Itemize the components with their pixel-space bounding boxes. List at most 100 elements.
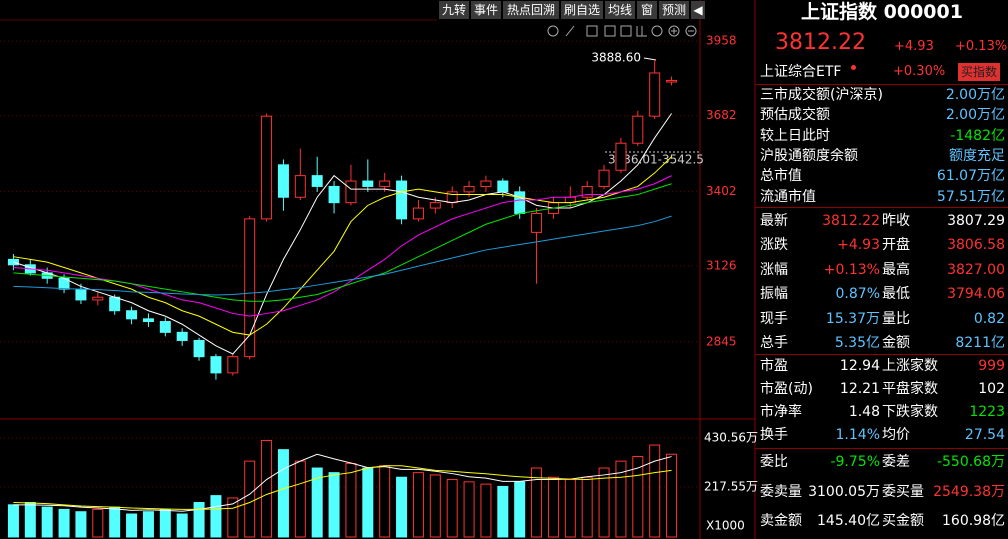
stat-label: 量比 bbox=[882, 310, 910, 327]
stat-value: 0.87% bbox=[835, 286, 880, 303]
stat-label: 平盘家数 bbox=[882, 381, 938, 397]
info-label: 沪股通额度余额 bbox=[760, 147, 858, 164]
info-label: 预估成交额 bbox=[760, 107, 830, 124]
info-label: 三市成交额(沪深京) bbox=[760, 87, 883, 103]
y-tick-label: 3958 bbox=[706, 34, 737, 48]
etf-change: +0.30% bbox=[893, 64, 946, 79]
volume-bar bbox=[446, 479, 458, 538]
stat-value: 145.40亿 bbox=[817, 513, 880, 529]
candle-body bbox=[649, 72, 661, 117]
volume-bar bbox=[193, 502, 205, 538]
toolbar-tab[interactable]: 事件 bbox=[471, 1, 501, 19]
stat-value: 3794.06 bbox=[947, 286, 1005, 303]
volume-bar bbox=[261, 439, 273, 538]
candle-body bbox=[362, 180, 374, 187]
candle-body bbox=[142, 318, 154, 323]
moving-average bbox=[13, 215, 672, 296]
price-change-pct: +0.13% bbox=[955, 39, 1008, 54]
volume-bar bbox=[176, 513, 188, 538]
info-label: 总市值 bbox=[760, 168, 802, 185]
candle-body bbox=[193, 339, 205, 358]
stat-value: 1.48 bbox=[848, 404, 880, 420]
moving-average bbox=[13, 183, 672, 302]
volume-bar bbox=[581, 476, 593, 538]
stat-label: 市盈(动) bbox=[760, 381, 813, 397]
candle-body bbox=[294, 175, 306, 198]
candle-body bbox=[227, 356, 239, 374]
volume-bar bbox=[598, 467, 610, 538]
stat-label: 现手 bbox=[760, 310, 788, 327]
stat-label: 最高 bbox=[882, 261, 910, 278]
stat-value: 3806.58 bbox=[947, 237, 1005, 254]
volume-bar bbox=[531, 467, 543, 538]
stat-value: 3807.29 bbox=[947, 213, 1005, 229]
volume-bar bbox=[126, 513, 138, 538]
volume-bar bbox=[75, 511, 87, 538]
toolbar-tab[interactable]: 刷自选 bbox=[561, 1, 603, 19]
y-tick-label: 3682 bbox=[706, 108, 737, 122]
stat-value: 102 bbox=[978, 381, 1005, 397]
last-price: 3812.22 bbox=[775, 30, 866, 55]
toolbar-tab[interactable]: 均线 bbox=[605, 1, 635, 19]
volume-bar bbox=[294, 460, 306, 538]
info-value: 2.00万亿 bbox=[945, 107, 1005, 124]
y-tick-label: 3402 bbox=[706, 184, 737, 198]
stat-label: 涨幅 bbox=[760, 261, 788, 278]
toolbar-tab[interactable]: 九转 bbox=[439, 1, 469, 19]
toolbar-tab[interactable]: 预测 bbox=[659, 1, 689, 19]
volume-tick-label: 430.56万 bbox=[704, 431, 758, 445]
info-value: 额度充足 bbox=[949, 147, 1005, 164]
stat-value: 12.94 bbox=[839, 358, 880, 374]
stat-value: 8211亿 bbox=[955, 335, 1005, 351]
stat-value: 12.21 bbox=[839, 381, 880, 397]
stat-label: 委比 bbox=[760, 454, 788, 470]
volume-bar bbox=[429, 474, 441, 538]
toolbar-tab[interactable]: 窗 bbox=[637, 1, 657, 19]
candle-body bbox=[581, 185, 593, 198]
candle-body bbox=[531, 212, 543, 233]
volume-bar bbox=[396, 476, 408, 538]
volume-bar bbox=[92, 508, 104, 538]
candle-body bbox=[480, 180, 492, 187]
panel-separator bbox=[755, 448, 1008, 449]
high-annotation: 3888.60 bbox=[591, 51, 641, 65]
collapse-button[interactable]: ◀ bbox=[691, 1, 705, 19]
moving-average bbox=[13, 175, 672, 317]
candle-body bbox=[210, 356, 222, 374]
stat-label: 振幅 bbox=[760, 286, 788, 303]
buy-index-button[interactable]: 买指数 bbox=[958, 63, 1001, 81]
moving-average bbox=[13, 156, 672, 336]
chart-tools[interactable] bbox=[547, 25, 697, 37]
stat-value: 27.54 bbox=[964, 427, 1005, 443]
info-value: 57.51万亿 bbox=[936, 188, 1005, 205]
candle-body bbox=[379, 180, 391, 187]
candle-body bbox=[311, 175, 323, 187]
stat-label: 开盘 bbox=[882, 237, 910, 254]
candle-body bbox=[277, 164, 289, 198]
candle-body bbox=[75, 288, 87, 301]
stat-label: 市净率 bbox=[760, 404, 802, 420]
stat-label: 委差 bbox=[882, 454, 910, 470]
volume-bar bbox=[480, 483, 492, 538]
volume-bar bbox=[227, 497, 239, 538]
candle-body bbox=[497, 180, 509, 193]
volume-bar bbox=[311, 467, 323, 538]
stat-value: 15.37万 bbox=[825, 310, 880, 327]
volume-bar bbox=[564, 479, 576, 538]
stat-value: -550.68万 bbox=[936, 454, 1005, 470]
stat-value: 0.82 bbox=[973, 310, 1005, 327]
volume-bar bbox=[58, 508, 70, 538]
etf-name: 上证综合ETF bbox=[760, 64, 842, 80]
stat-label: 委买量 bbox=[882, 483, 924, 500]
panel-separator bbox=[755, 84, 1008, 85]
volume-average bbox=[13, 453, 672, 512]
stat-value: 3812.22 bbox=[822, 213, 880, 229]
candle-body bbox=[244, 218, 256, 358]
info-label: 流通市值 bbox=[760, 188, 816, 205]
candle-body bbox=[396, 180, 408, 220]
etf-dot bbox=[851, 65, 856, 70]
toolbar-tab[interactable]: 热点回溯 bbox=[503, 1, 559, 19]
candle-body bbox=[598, 169, 610, 187]
